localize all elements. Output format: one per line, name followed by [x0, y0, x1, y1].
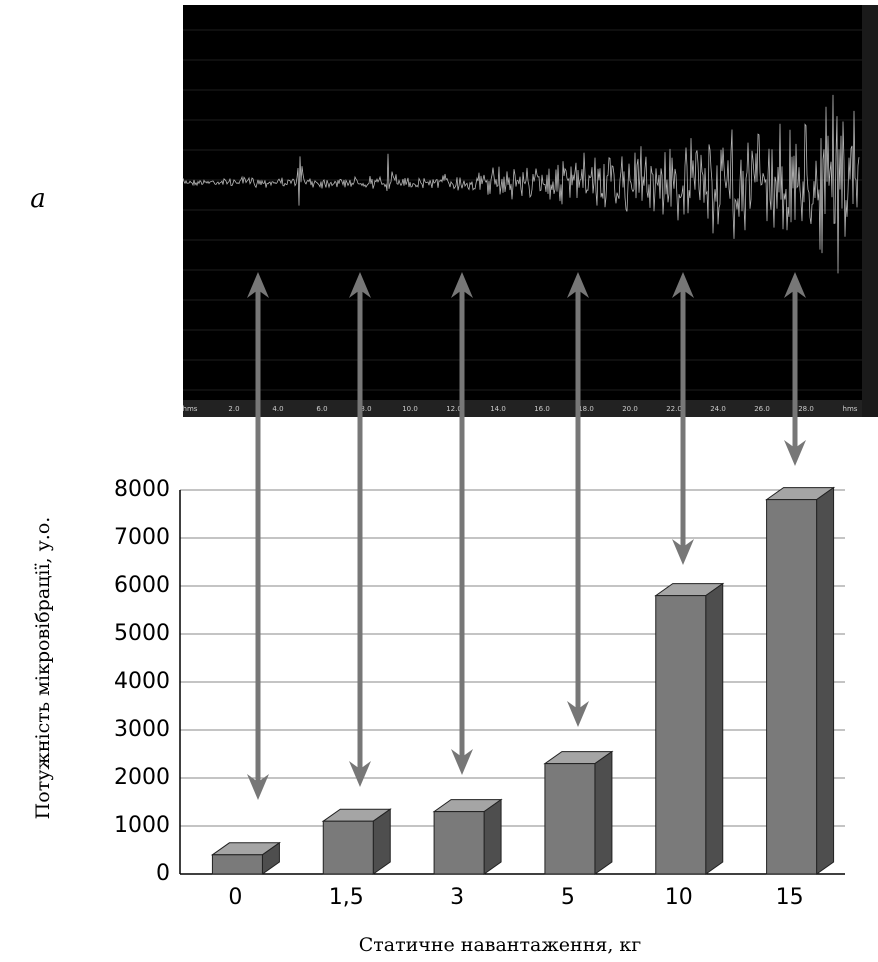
x-tick-label: 5 [561, 885, 575, 910]
x-tick-label: 15 [776, 885, 804, 910]
arrow-head [349, 761, 371, 787]
waveform-time-label: 12.0 [446, 405, 462, 413]
arrow-head [672, 539, 694, 565]
waveform-time-label: 4.0 [272, 405, 283, 413]
waveform-time-label: 28.0 [798, 405, 814, 413]
waveform-time-label: 22.0 [666, 405, 682, 413]
bar-side [816, 486, 835, 875]
x-tick-label: 3 [450, 885, 464, 910]
panel-label: а [30, 184, 46, 214]
y-tick-label: 3000 [114, 717, 170, 742]
bar-side [705, 582, 724, 875]
waveform-signal [182, 94, 860, 274]
waveform-time-label: 2.0 [228, 405, 239, 413]
arrow-head [451, 272, 473, 298]
bar-side [594, 750, 613, 875]
bar-side [483, 798, 502, 875]
arrow-head [567, 701, 589, 727]
x-tick-label: 10 [665, 885, 693, 910]
waveform-time-label: 20.0 [622, 405, 638, 413]
bar [433, 811, 485, 875]
arrow-head [567, 272, 589, 298]
x-tick-label: 0 [228, 885, 242, 910]
waveform-time-label: 8.0 [360, 405, 371, 413]
waveform-time-axis [183, 400, 862, 417]
waveform-time-label: 10.0 [402, 405, 418, 413]
y-tick-label: 5000 [114, 621, 170, 646]
waveform-time-label: 26.0 [754, 405, 770, 413]
waveform-time-label: 14.0 [490, 405, 506, 413]
arrow-head [247, 272, 269, 298]
arrow-head [784, 440, 806, 466]
waveform-time-label: 16.0 [534, 405, 550, 413]
x-axis-label: Статичне навантаження, кг [359, 934, 642, 956]
y-tick-label: 7000 [114, 525, 170, 550]
bar [322, 820, 374, 875]
arrow-head [451, 749, 473, 775]
bar [211, 854, 263, 875]
y-tick-label: 2000 [114, 765, 170, 790]
x-tick-label: 1,5 [329, 885, 364, 910]
waveform-time-label: 18.0 [578, 405, 594, 413]
y-tick-label: 0 [156, 861, 170, 886]
waveform-time-label: 24.0 [710, 405, 726, 413]
waveform-amplitude-axis [862, 5, 878, 417]
bar [544, 763, 596, 875]
bar [766, 499, 818, 875]
y-tick-label: 8000 [114, 477, 170, 502]
waveform-time-label: 6.0 [316, 405, 327, 413]
arrow-head [784, 272, 806, 298]
waveform-time-label: hms [843, 405, 858, 413]
y-tick-label: 1000 [114, 813, 170, 838]
waveform-panel [183, 5, 862, 417]
bar-side [372, 808, 391, 875]
arrow-head [672, 272, 694, 298]
y-tick-label: 6000 [114, 573, 170, 598]
y-tick-label: 4000 [114, 669, 170, 694]
arrow-head [247, 774, 269, 800]
y-axis-label: Потужність мікровібрації, у.о. [32, 517, 54, 820]
arrow-head [349, 272, 371, 298]
bar [655, 595, 707, 875]
waveform-time-label: hms [183, 405, 198, 413]
